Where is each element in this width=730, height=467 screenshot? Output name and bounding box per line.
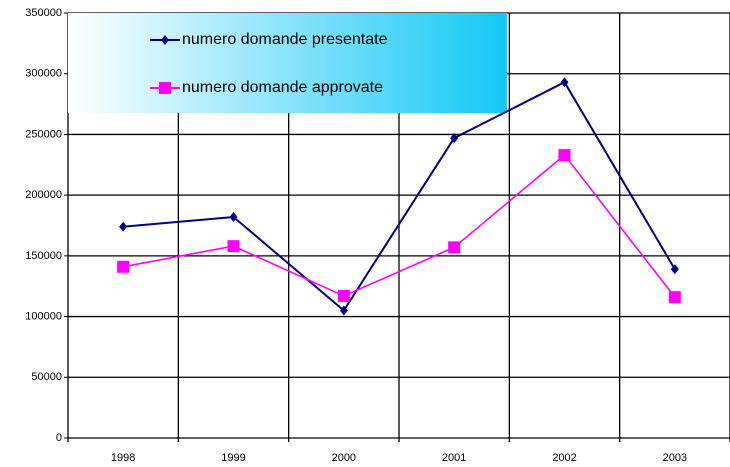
series-line — [123, 80, 676, 313]
legend-box — [68, 13, 507, 113]
data-point — [558, 149, 571, 162]
y-tick-label: 350000 — [25, 7, 62, 19]
data-point — [448, 241, 461, 254]
series-line — [123, 153, 676, 298]
x-tick-label: 1998 — [111, 452, 135, 464]
legend-marker — [159, 82, 171, 94]
data-point — [560, 77, 569, 88]
legend-text: numero domande presentate — [182, 31, 388, 48]
y-tick-label: 200000 — [25, 189, 62, 201]
x-tick-label: 2000 — [332, 452, 356, 464]
data-point — [668, 291, 681, 304]
legend-marker — [161, 35, 169, 45]
data-point — [339, 305, 348, 316]
y-tick-label: 50000 — [31, 371, 62, 383]
x-tick-label: 2003 — [663, 452, 687, 464]
data-point — [670, 264, 679, 275]
y-tick-label: 100000 — [25, 310, 62, 322]
y-tick-label: 150000 — [25, 250, 62, 262]
data-point — [117, 260, 130, 273]
y-tick-label: 0 — [56, 432, 62, 444]
legend-text: numero domande approvate — [182, 79, 383, 96]
data-point — [450, 133, 459, 144]
x-tick-label: 2002 — [552, 452, 576, 464]
x-tick-label: 1999 — [221, 452, 245, 464]
data-point — [119, 221, 128, 232]
data-point — [337, 289, 350, 302]
data-point — [229, 212, 238, 222]
data-point — [227, 240, 240, 253]
y-tick-label: 300000 — [25, 68, 62, 80]
y-tick-label: 250000 — [25, 128, 62, 140]
x-tick-label: 2001 — [442, 452, 466, 464]
